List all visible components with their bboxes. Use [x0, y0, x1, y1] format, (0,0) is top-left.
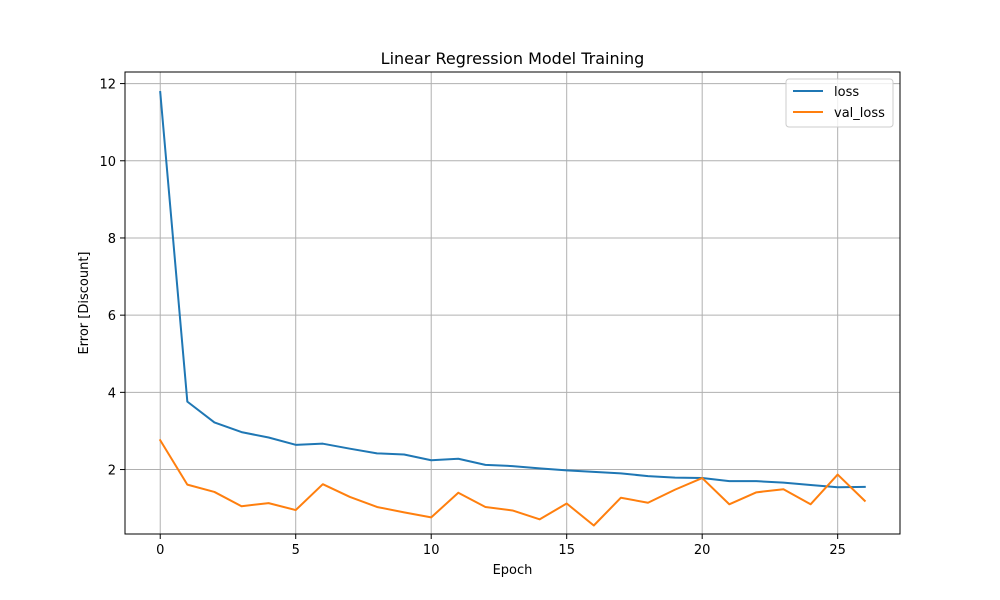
y-tick-label: 4: [108, 386, 116, 401]
y-axis-ticks: 2 4 6 8 10 12: [99, 78, 125, 479]
legend: loss val_loss: [785, 78, 894, 128]
series-line-loss: [159, 90, 866, 489]
grid-lines: [125, 72, 900, 534]
x-axis-ticks: 0 5 10 15 20 25: [156, 534, 846, 558]
legend-label-val-loss: val_loss: [834, 106, 885, 121]
series-lines: [158, 90, 867, 527]
x-axis-label: Epoch: [493, 563, 533, 578]
plot-frame: [124, 71, 901, 535]
x-tick-label: 15: [558, 543, 575, 558]
x-tick-label: 20: [694, 543, 711, 558]
y-tick-label: 6: [108, 309, 116, 324]
series-line-val-loss: [158, 438, 867, 527]
y-tick-label: 12: [99, 78, 116, 93]
x-tick-label: 0: [156, 543, 164, 558]
x-tick-label: 5: [292, 543, 300, 558]
chart-title: Linear Regression Model Training: [381, 49, 645, 68]
y-tick-label: 8: [108, 232, 116, 247]
x-tick-label: 10: [423, 543, 440, 558]
y-tick-label: 10: [99, 155, 116, 170]
legend-label-loss: loss: [834, 85, 859, 100]
y-tick-label: 2: [108, 464, 116, 479]
x-tick-label: 25: [829, 543, 846, 558]
y-axis-label: Error [Discount]: [77, 251, 92, 354]
